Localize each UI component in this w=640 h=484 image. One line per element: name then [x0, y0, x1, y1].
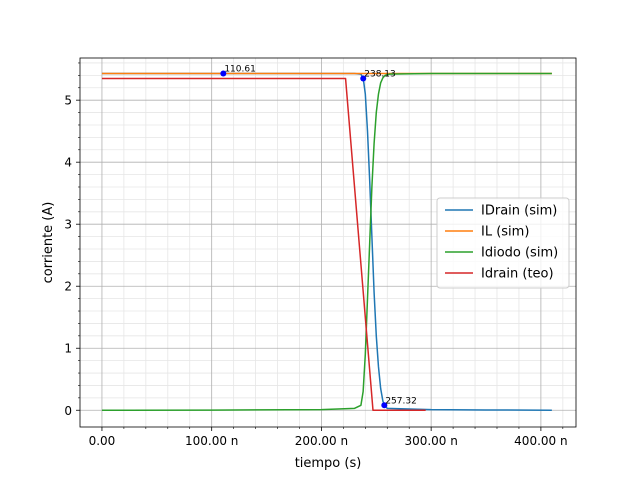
data-point-label: 110.61	[224, 65, 256, 75]
y-axis-ticks: 0 1 2 3 4 5	[64, 62, 80, 418]
data-point-label: 257.32	[385, 396, 417, 406]
legend-label: Idiodo (sim)	[481, 246, 558, 261]
data-point-marker	[220, 70, 227, 77]
y-axis-label: corriente (A)	[41, 202, 56, 284]
y-tick-label: 5	[64, 94, 72, 108]
legend-label: Idrain (teo)	[481, 267, 554, 282]
x-tick-label: 0.00	[89, 434, 116, 448]
y-tick-label: 2	[64, 280, 72, 294]
series-line-3	[101, 77, 426, 412]
legend-label: IL (sim)	[481, 225, 529, 240]
x-tick-label: 100.00 n	[185, 434, 238, 448]
legend-box	[436, 197, 570, 289]
plot-frame	[79, 57, 577, 428]
legend: IDrain (sim) IL (sim) Idiodo (sim) Idrain (…	[436, 197, 570, 289]
y-tick-label: 0	[64, 404, 72, 418]
x-tick-label: 200.00 n	[295, 434, 348, 448]
y-tick-label: 1	[64, 342, 72, 356]
data-point-marker	[381, 402, 388, 409]
x-axis-label: tiempo (s)	[295, 456, 362, 471]
data-point-label: 238.13	[364, 69, 396, 79]
y-tick-label: 3	[64, 218, 72, 232]
data-point-marker	[360, 75, 367, 82]
series-line-2	[101, 72, 552, 412]
x-axis-ticks: 0.00 100.00 n 200.00 n 300.00 n 400.00 n	[89, 427, 568, 448]
marker-layer: 110.61 238.13 257.32	[220, 65, 417, 409]
x-tick-label: 400.00 n	[514, 434, 567, 448]
y-tick-label: 4	[64, 156, 72, 170]
x-tick-label: 300.00 n	[404, 434, 457, 448]
series-layer	[101, 72, 552, 412]
legend-label: IDrain (sim)	[481, 204, 557, 219]
